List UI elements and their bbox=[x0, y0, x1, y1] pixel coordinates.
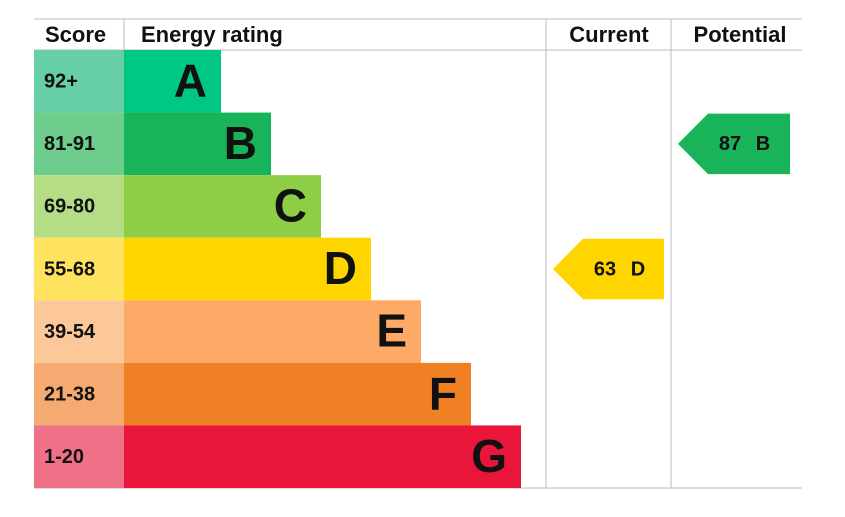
rating-letter: A bbox=[174, 54, 207, 106]
rating-bar bbox=[124, 175, 321, 238]
rating-letter: D bbox=[324, 242, 357, 294]
score-range: 39-54 bbox=[44, 321, 96, 343]
rating-letter: E bbox=[376, 305, 407, 357]
rating-letter: C bbox=[274, 180, 307, 232]
score-range: 1-20 bbox=[44, 446, 84, 468]
score-cell bbox=[34, 50, 124, 113]
score-range: 55-68 bbox=[44, 258, 95, 280]
header-energy-rating: Energy rating bbox=[141, 22, 283, 47]
rating-bar bbox=[124, 237, 371, 301]
score-cell bbox=[34, 300, 124, 363]
score-range: 69-80 bbox=[44, 196, 95, 218]
current-value: 63 bbox=[594, 258, 616, 280]
rating-letter: B bbox=[224, 117, 257, 169]
rating-bar bbox=[124, 112, 271, 176]
potential-arrow bbox=[678, 113, 790, 175]
score-cell bbox=[34, 362, 124, 426]
current-letter: D bbox=[631, 258, 645, 280]
score-cell bbox=[34, 112, 124, 176]
header-current: Current bbox=[569, 22, 649, 47]
score-cell bbox=[34, 175, 124, 238]
rating-bar bbox=[124, 362, 471, 426]
score-range: 21-38 bbox=[44, 383, 95, 405]
header-score: Score bbox=[45, 22, 106, 47]
score-range: 81-91 bbox=[44, 133, 95, 155]
potential-letter: B bbox=[756, 133, 770, 155]
score-range: 92+ bbox=[44, 71, 78, 93]
current-arrow bbox=[553, 238, 664, 300]
score-cell bbox=[34, 425, 124, 488]
rating-bar bbox=[124, 300, 421, 363]
rating-bar bbox=[124, 425, 521, 488]
rating-bar bbox=[124, 50, 221, 113]
header-potential: Potential bbox=[694, 22, 787, 47]
rating-letter: F bbox=[429, 367, 457, 419]
rating-letter: G bbox=[471, 430, 507, 482]
potential-value: 87 bbox=[719, 133, 741, 155]
score-cell bbox=[34, 237, 124, 301]
